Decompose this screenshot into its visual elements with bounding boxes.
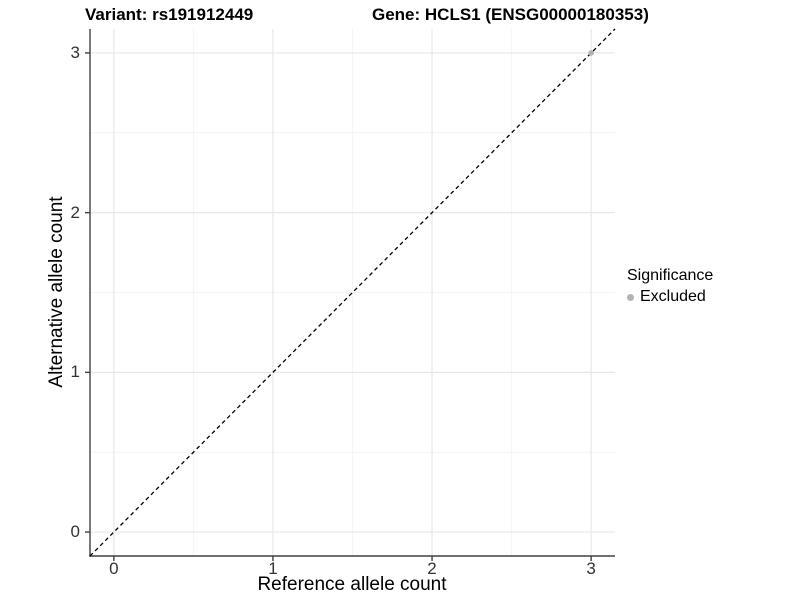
legend-title: Significance: [627, 267, 714, 284]
identity-reference-line: [89, 28, 616, 557]
y-axis-title: Alternative allele count: [46, 196, 67, 388]
y-tick-label: 3: [70, 42, 80, 62]
y-tick-label: 1: [70, 362, 80, 382]
data-point-excluded: [588, 50, 594, 56]
legend: Significance Excluded: [627, 267, 713, 306]
y-tick-label: 0: [70, 522, 80, 542]
legend-item: Excluded: [627, 288, 713, 306]
legend-item-label: Excluded: [640, 288, 706, 305]
x-tick-label: 1: [268, 559, 278, 578]
x-tick-label: 2: [427, 559, 437, 578]
excluded-point-icon: [627, 293, 634, 301]
y-tick-label: 2: [70, 202, 80, 222]
x-axis-title: Reference allele count: [257, 574, 447, 595]
x-tick-label: 3: [586, 559, 596, 578]
x-tick-label: 0: [109, 559, 119, 578]
gene-title: Gene: HCLS1 (ENSG00000180353): [372, 5, 649, 24]
variant-title: Variant: rs191912449: [85, 5, 254, 24]
